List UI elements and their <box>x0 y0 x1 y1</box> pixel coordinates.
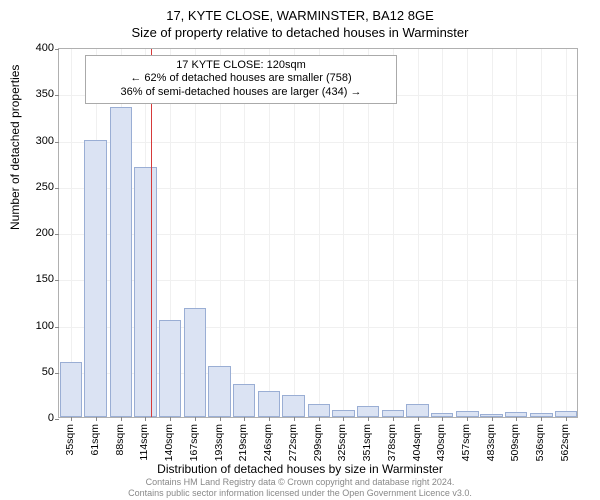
x-tick-label: 114sqm <box>138 424 150 461</box>
x-tick-label: 88sqm <box>114 424 126 456</box>
fineprint-line1: Contains HM Land Registry data © Crown c… <box>0 477 600 487</box>
histogram-bar <box>308 404 330 417</box>
y-tick-label: 150 <box>22 273 54 285</box>
x-tick-label: 61sqm <box>89 424 101 456</box>
annotation-box: 17 KYTE CLOSE: 120sqm← 62% of detached h… <box>85 55 397 104</box>
fineprint: Contains HM Land Registry data © Crown c… <box>0 477 600 498</box>
x-tick-label: 457sqm <box>460 424 472 461</box>
y-tick-label: 350 <box>22 88 54 100</box>
annotation-line: ← 62% of detached houses are smaller (75… <box>94 72 388 86</box>
histogram-bar <box>84 140 106 418</box>
histogram-bar <box>60 362 82 418</box>
histogram-bar <box>382 410 404 417</box>
histogram-bar <box>134 167 156 417</box>
y-tick-label: 400 <box>22 42 54 54</box>
x-tick-label: 509sqm <box>509 424 521 461</box>
x-tick-label: 299sqm <box>312 424 324 461</box>
histogram-bar <box>505 412 527 417</box>
x-axis-label: Distribution of detached houses by size … <box>0 462 600 476</box>
y-tick-label: 50 <box>22 366 54 378</box>
x-tick-label: 35sqm <box>64 424 76 456</box>
histogram-bar <box>555 411 577 417</box>
x-tick-label: 536sqm <box>534 424 546 461</box>
histogram-bar <box>208 366 230 417</box>
y-axis-label: Number of detached properties <box>8 65 22 230</box>
histogram-bar <box>456 411 478 417</box>
x-tick-label: 272sqm <box>287 424 299 461</box>
chart-area: 17 KYTE CLOSE: 120sqm← 62% of detached h… <box>58 48 578 418</box>
annotation-line: 36% of semi-detached houses are larger (… <box>94 86 388 100</box>
histogram-bar <box>258 391 280 417</box>
x-tick-label: 351sqm <box>361 424 373 461</box>
annotation-line: 17 KYTE CLOSE: 120sqm <box>94 59 388 73</box>
x-tick-label: 325sqm <box>336 424 348 461</box>
x-tick-label: 404sqm <box>411 424 423 461</box>
histogram-bar <box>406 404 428 417</box>
page-subtitle: Size of property relative to detached ho… <box>0 25 600 40</box>
histogram-bar <box>431 413 453 417</box>
histogram-bar <box>233 384 255 417</box>
y-tick-label: 250 <box>22 181 54 193</box>
histogram-bar <box>159 320 181 417</box>
y-tick-label: 200 <box>22 227 54 239</box>
histogram-bar <box>357 406 379 417</box>
x-tick-label: 246sqm <box>262 424 274 461</box>
x-tick-label: 193sqm <box>213 424 225 461</box>
histogram-bar <box>332 410 354 417</box>
histogram-bar <box>530 413 552 417</box>
y-tick-label: 100 <box>22 320 54 332</box>
y-tick-label: 300 <box>22 135 54 147</box>
x-tick-label: 140sqm <box>163 424 175 461</box>
x-tick-label: 430sqm <box>435 424 447 461</box>
x-tick-label: 562sqm <box>559 424 571 461</box>
x-tick-label: 167sqm <box>188 424 200 461</box>
x-tick-label: 483sqm <box>485 424 497 461</box>
y-tick-label: 0 <box>22 412 54 424</box>
histogram-bar <box>282 395 304 417</box>
fineprint-line2: Contains public sector information licen… <box>0 488 600 498</box>
histogram-bar <box>110 107 132 417</box>
page-title: 17, KYTE CLOSE, WARMINSTER, BA12 8GE <box>0 8 600 23</box>
marker-line <box>151 49 152 417</box>
plot-area: 17 KYTE CLOSE: 120sqm← 62% of detached h… <box>58 48 578 418</box>
histogram-bar <box>184 308 206 417</box>
x-tick-label: 219sqm <box>237 424 249 461</box>
histogram-bar <box>480 414 502 417</box>
x-tick-label: 378sqm <box>386 424 398 461</box>
